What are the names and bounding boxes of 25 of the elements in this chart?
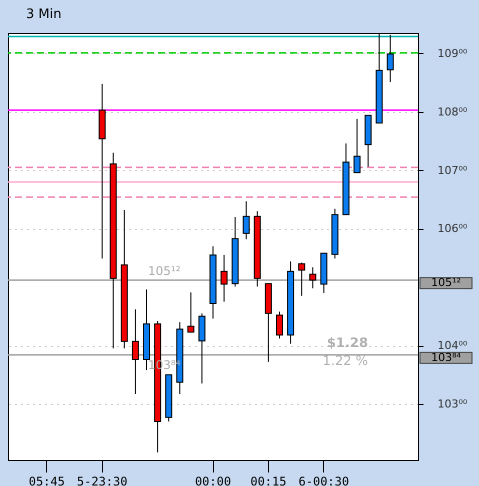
candlestick — [242, 200, 250, 240]
candlestick — [187, 292, 194, 333]
y-tick-label: 103⁰⁰ — [438, 397, 468, 410]
annotation: 105¹² — [148, 264, 181, 278]
ref-line-label: 103⁸⁴ — [431, 350, 462, 364]
annotation: 1.22 % — [322, 354, 368, 369]
candlestick — [309, 266, 316, 289]
chart-title: 3 Min — [25, 6, 62, 24]
x-tick-label: 00:15 — [250, 474, 286, 486]
candlestick — [354, 118, 361, 174]
annotation: $1.28 — [326, 336, 368, 351]
y-tick-label: 108⁰⁰ — [438, 105, 468, 118]
ref-line-label: 105¹² — [431, 276, 461, 290]
y-tick-label: 104⁰⁰ — [438, 339, 468, 352]
candlestick — [298, 262, 306, 296]
y-tick-label: 106⁰⁰ — [438, 222, 468, 236]
x-tick-label: 6-00:30 — [298, 474, 350, 486]
x-tick-label: 5-23:30 — [76, 474, 128, 486]
y-tick-label: 109⁰⁰ — [438, 46, 468, 60]
candlestick — [132, 308, 139, 394]
x-tick-label: 00:00 — [194, 474, 232, 486]
candlestick — [220, 254, 228, 302]
y-tick-label: 107⁰⁰ — [438, 164, 468, 177]
candlestick — [276, 311, 283, 339]
x-tick-label: 05:45 — [28, 474, 65, 486]
